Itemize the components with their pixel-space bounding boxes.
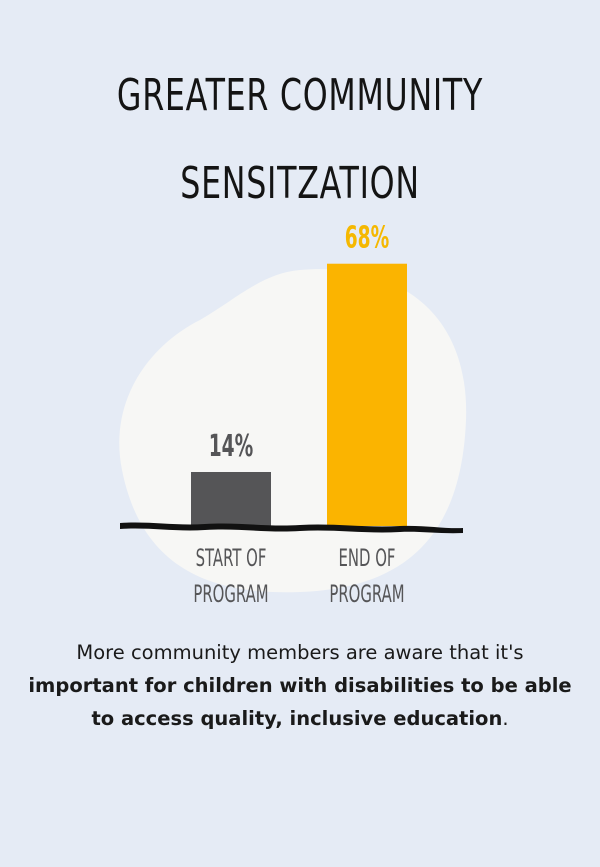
category-label-start-line-2: PROGRAM bbox=[193, 579, 268, 608]
caption-text: More community members are aware that it… bbox=[76, 641, 524, 664]
value-label-end: 68% bbox=[345, 220, 389, 255]
title-line-2: SENSITZATION bbox=[180, 158, 420, 209]
category-label-end-line-1: END OF bbox=[339, 543, 396, 572]
category-label-start-line-1: START OF bbox=[196, 543, 267, 572]
bar-start-of-program bbox=[191, 472, 271, 526]
caption-bold-text: important for children with disabilities… bbox=[28, 674, 572, 730]
bar-end-of-program bbox=[327, 263, 407, 526]
baseline bbox=[120, 522, 463, 534]
caption-end: . bbox=[502, 707, 509, 730]
bar-chart: 14% START OF PROGRAM 68% END OF PROGRAM bbox=[119, 220, 467, 608]
value-label-start: 14% bbox=[209, 428, 253, 463]
background-blob bbox=[119, 269, 467, 593]
caption: More community members are aware that it… bbox=[20, 636, 580, 735]
title-line-1: GREATER COMMUNITY bbox=[116, 70, 484, 121]
category-label-end-line-2: PROGRAM bbox=[329, 579, 404, 608]
